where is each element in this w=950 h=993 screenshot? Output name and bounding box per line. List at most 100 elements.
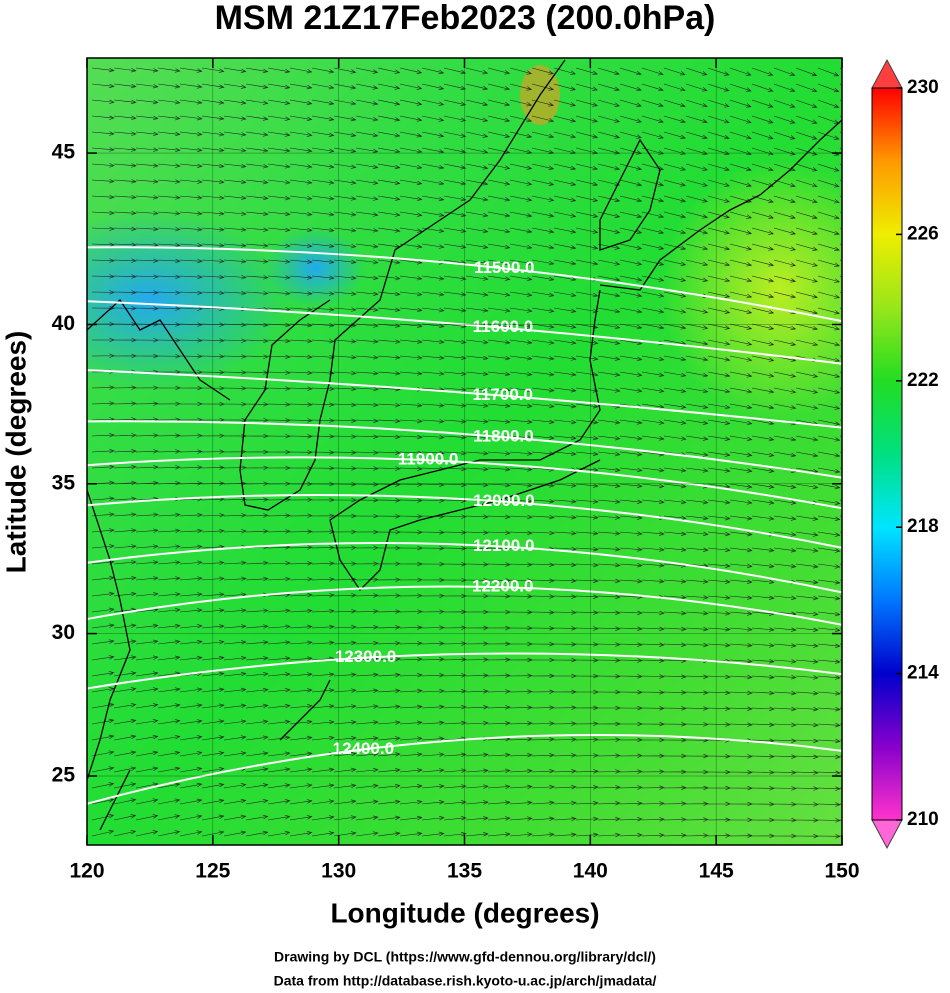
wind-arrow (157, 782, 181, 789)
wind-arrow (421, 784, 445, 789)
wind-arrow (157, 528, 181, 534)
wind-arrow (487, 657, 511, 662)
wind-arrow (531, 689, 555, 694)
wind-arrow (91, 544, 115, 549)
wind-arrow (619, 658, 643, 663)
wind-arrow (355, 83, 379, 90)
wind-arrow (597, 419, 621, 425)
wind-arrow (685, 706, 709, 711)
wind-arrow (377, 577, 401, 582)
wind-arrow (773, 786, 797, 791)
wind-arrow (157, 179, 181, 184)
wind-arrow (509, 721, 533, 726)
wind-arrow (729, 307, 753, 315)
colorbar-max (871, 58, 903, 89)
wind-arrow (839, 691, 842, 693)
wind-arrow (465, 673, 489, 678)
wind-arrow (839, 291, 842, 293)
wind-arrow (377, 402, 401, 408)
wind-arrow (553, 626, 577, 631)
wind-arrow (553, 515, 577, 520)
wind-arrow (333, 243, 357, 249)
wind-arrow (377, 115, 401, 122)
wind-arrow (773, 515, 797, 521)
wind-arrow (553, 594, 577, 599)
wind-arrow (311, 608, 335, 614)
wind-arrow (311, 799, 335, 805)
wind-arrow (553, 99, 577, 107)
axes: 120 125 130 135 140 145 150 25 30 35 40 45 (52, 58, 860, 883)
wind-arrow (663, 131, 686, 139)
wind-arrow (311, 767, 335, 773)
wind-arrow (663, 785, 687, 790)
wind-arrow (355, 227, 379, 233)
wind-arrow (377, 720, 401, 725)
wind-arrow (377, 339, 401, 344)
wind-arrow (641, 467, 665, 473)
wind-arrow (311, 704, 335, 709)
wind-arrow (179, 163, 203, 169)
wind-arrow (179, 242, 203, 248)
wind-arrow (531, 243, 555, 250)
wind-arrow (223, 751, 247, 757)
wind-arrow (509, 147, 533, 154)
wind-arrow (685, 611, 709, 616)
wind-arrow (421, 530, 445, 535)
wind-arrow (487, 467, 511, 472)
wind-arrow (641, 769, 665, 774)
wind-arrow (487, 705, 511, 710)
wind-arrow (575, 371, 599, 377)
wind-arrow (223, 798, 247, 805)
wind-arrow (553, 371, 577, 377)
wind-arrow (245, 576, 269, 582)
wind-arrow (839, 179, 842, 181)
wind-arrow (245, 513, 269, 518)
wind-arrow (311, 259, 335, 265)
wind-arrow (575, 355, 599, 361)
wind-arrow (465, 752, 489, 758)
wind-arrow (399, 403, 423, 408)
wind-arrow (663, 769, 687, 775)
wind-arrow (245, 672, 269, 677)
wind-arrow (399, 83, 423, 90)
wind-arrow (421, 67, 445, 75)
wind-arrow (157, 544, 181, 549)
wind-arrow (443, 227, 467, 234)
wind-arrow (685, 195, 709, 203)
wind-arrow (729, 403, 753, 410)
wind-arrow (751, 643, 775, 648)
wind-arrow (553, 451, 577, 456)
wind-arrow (289, 719, 313, 725)
wind-arrow (641, 547, 665, 552)
wind-arrow (839, 483, 842, 485)
wind-arrow (619, 387, 643, 393)
wind-arrow (751, 243, 775, 251)
contour-label: 12200.0 (472, 577, 533, 596)
wind-arrow (641, 801, 665, 806)
wind-arrow (795, 451, 819, 458)
wind-arrow (245, 751, 269, 757)
wind-arrow (707, 435, 731, 441)
wind-arrow (267, 291, 291, 296)
wind-arrow (597, 291, 621, 298)
wind-arrow (575, 99, 598, 107)
wind-arrow (509, 752, 533, 758)
wind-arrow (597, 737, 621, 742)
wind-arrow (421, 704, 445, 710)
wind-arrow (729, 754, 753, 759)
wind-arrow (575, 626, 599, 631)
wind-arrow (289, 163, 313, 169)
wind-arrow (135, 623, 159, 629)
wind-arrow (135, 703, 159, 709)
wind-arrow (685, 131, 708, 140)
wind-arrow (399, 418, 423, 424)
wind-arrow (355, 593, 379, 598)
wind-arrow (487, 67, 511, 75)
wind-arrow (751, 579, 775, 585)
wind-arrow (465, 641, 489, 646)
wind-arrow (641, 99, 664, 108)
wind-arrow (443, 657, 467, 662)
wind-arrow (663, 419, 687, 425)
wind-arrow (399, 259, 423, 265)
wind-arrow (707, 483, 731, 489)
